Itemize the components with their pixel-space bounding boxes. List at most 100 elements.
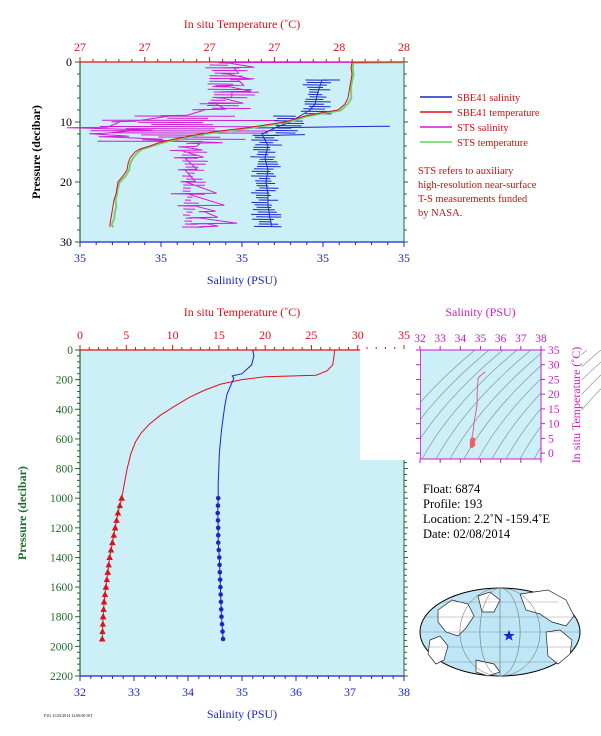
temperature-marker — [110, 531, 117, 538]
salinity-marker — [218, 592, 223, 597]
info-date: Date: 02/08/2014 — [423, 527, 511, 541]
temperature-marker — [103, 576, 111, 583]
info-location: Location: 2.2˚N -159.4˚E — [423, 512, 550, 526]
bottom-temperature-axis-title: In situ Temperature (˚C) — [184, 305, 301, 319]
top-temperature-tick-label: 27 — [204, 40, 216, 54]
temperature-marker — [106, 553, 113, 560]
ts-temperature-tick-label: 5 — [548, 433, 554, 445]
bottom-salinity-axis-title: Salinity (PSU) — [207, 707, 277, 721]
salinity-marker — [217, 569, 223, 575]
top-pressure-tick-label: 20 — [60, 175, 72, 189]
legend-note-line: by NASA. — [418, 208, 462, 219]
legend-note-line: high-resolution near-surface — [418, 180, 537, 191]
ts-marker — [471, 437, 476, 442]
footer-code: F1G 11/25/2014 12:00:00 IST — [44, 713, 93, 718]
salinity-marker — [215, 540, 221, 545]
ts-salinity-axis-title: Salinity (PSU) — [445, 305, 515, 319]
bottom-pressure-tick-label: 0 — [67, 345, 73, 357]
legend-note-line: STS refers to auxiliary — [418, 166, 514, 177]
ts-salinity-tick-label: 34 — [455, 333, 467, 345]
top-temperature-tick-label: 27 — [139, 40, 151, 54]
bottom-temperature-tick-label: 0 — [77, 328, 83, 342]
top-salinity-tick-label: 35 — [398, 251, 410, 265]
bottom-pressure-tick-label: 400 — [56, 404, 74, 416]
legend-label: SBE41 salinity — [457, 93, 521, 104]
ts-salinity-tick-label: 36 — [495, 333, 507, 345]
ts-temperature-tick-label: 15 — [548, 404, 560, 416]
temperature-marker — [116, 502, 124, 509]
bottom-salinity-profile — [217, 349, 255, 640]
bottom-pressure-tick-label: 1600 — [50, 582, 73, 594]
map-landmass — [427, 635, 449, 665]
ts-right-mask — [541, 350, 582, 459]
ts-salinity-tick-label: 35 — [475, 333, 487, 345]
bottom-salinity-tick-label: 37 — [344, 685, 356, 699]
bottom-pressure-tick-label: 200 — [56, 375, 74, 387]
bottom-temperature-tick-label: 10 — [167, 328, 179, 342]
ts-density-contour — [449, 349, 546, 460]
ts-salinity-tick-label: 38 — [535, 333, 547, 345]
salinity-marker — [219, 614, 224, 620]
ts-plot-area — [419, 349, 542, 460]
top-salinity-axis-title: Salinity (PSU) — [207, 273, 277, 287]
map-landmass — [437, 599, 475, 637]
ts-salinity-tick-label: 37 — [515, 333, 527, 345]
bottom-pressure-tick-label: 1200 — [50, 523, 73, 535]
top-salinity-tick-label: 35 — [155, 251, 167, 265]
salinity-marker — [216, 547, 222, 553]
ts-salinity-tick-label: 32 — [414, 333, 426, 345]
temperature-marker — [104, 568, 111, 575]
bottom-temperature-tick-label: 30 — [352, 328, 364, 342]
temperature-marker — [99, 635, 106, 642]
temperature-marker — [101, 591, 109, 597]
salinity-marker — [215, 503, 221, 508]
ts-density-contour — [435, 349, 532, 460]
legend-label: STS salinity — [457, 123, 509, 134]
legend-note-line: T-S measurements funded — [418, 194, 528, 205]
salinity-marker — [220, 636, 226, 642]
temperature-marker — [99, 628, 106, 635]
ts-temperature-tick-label: 25 — [548, 374, 560, 386]
bottom-pressure-axis-title: Pressure (decibar) — [15, 466, 29, 560]
bottom-pressure-tick-label: 800 — [56, 464, 74, 476]
legend-label: STS temperature — [457, 138, 528, 149]
ts-temperature-tick-label: 10 — [548, 419, 560, 431]
bottom-temperature-tick-label: 20 — [259, 328, 271, 342]
bottom-salinity-tick-label: 38 — [398, 685, 410, 699]
bottom-pressure-tick-label: 1400 — [50, 552, 73, 564]
top-pressure-tick-label: 0 — [66, 55, 72, 69]
temperature-marker — [114, 509, 122, 516]
top-sts-temperature-trace — [110, 61, 405, 228]
top-pressure-tick-label: 30 — [60, 235, 72, 249]
top-salinity-tick-label: 35 — [317, 251, 329, 265]
bottom-pressure-tick-label: 2200 — [50, 671, 73, 683]
salinity-marker — [220, 629, 225, 634]
salinity-marker — [217, 555, 222, 560]
ts-left-border — [420, 350, 421, 459]
info-float: Float: 6874 — [423, 482, 481, 496]
legend-label: SBE41 temperature — [457, 108, 540, 119]
top-temperature-tick-label: 28 — [398, 40, 410, 54]
bottom-pressure-tick-label: 600 — [56, 434, 74, 446]
salinity-marker — [219, 621, 225, 627]
bottom-temperature-tick-label: 25 — [305, 328, 317, 342]
salinity-marker — [215, 495, 221, 501]
top-pressure-tick-label: 10 — [60, 115, 72, 129]
temperature-marker — [113, 516, 120, 523]
top-pressure-axis-title: Pressure (decibar) — [29, 105, 43, 199]
temperature-marker — [109, 539, 116, 546]
bottom-plot-area — [80, 350, 404, 676]
world-map — [419, 587, 581, 677]
top-sbe41-temperature-trace — [109, 61, 405, 227]
ts-temperature-tick-label: 0 — [548, 448, 554, 460]
temperature-marker — [102, 583, 110, 590]
bottom-salinity-tick-label: 36 — [290, 685, 302, 699]
temperature-marker — [100, 598, 108, 605]
salinity-marker — [218, 607, 224, 612]
float-location-star — [503, 630, 515, 641]
ts-temperature-axis-title: In situ Temperature (˚C) — [569, 347, 583, 464]
temperature-marker — [107, 546, 115, 553]
ts-salinity-tick-label: 33 — [434, 333, 446, 345]
temperature-marker — [100, 605, 107, 612]
